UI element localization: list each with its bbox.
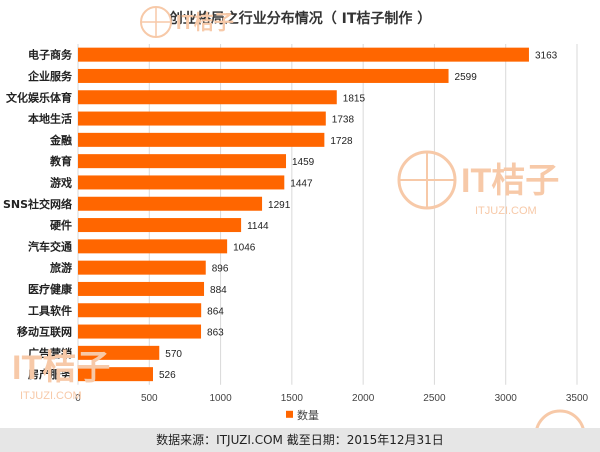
data-label: 3163	[535, 51, 558, 62]
bar	[78, 196, 263, 211]
data-label: 570	[165, 349, 182, 360]
bar	[78, 324, 202, 339]
bar	[78, 239, 228, 254]
data-label: 526	[159, 370, 176, 381]
category-label: 游戏	[50, 175, 72, 189]
category-label: 文化娱乐体育	[6, 90, 72, 104]
category-label: 汽车交通	[28, 239, 72, 253]
x-tick-label: 3000	[495, 393, 518, 404]
bar-chart: 0 500 1000 1500 2000 2500 3000 3500 电子商务 3163 企业服务…	[3, 44, 589, 422]
bar	[78, 281, 205, 296]
bar	[78, 132, 325, 147]
data-label: 1728	[330, 136, 353, 147]
category-label: 移动互联网	[17, 325, 72, 339]
category-label: 房产服务	[28, 367, 73, 381]
data-label: 1291	[268, 200, 291, 211]
data-label: 863	[207, 328, 224, 339]
x-tick-label: 2500	[423, 393, 446, 404]
category-label: 工具软件	[28, 303, 72, 317]
category-label: 教育	[49, 154, 72, 168]
category-label: 医疗健康	[28, 282, 73, 296]
bar	[78, 367, 153, 382]
bar	[78, 303, 202, 318]
bar	[78, 175, 285, 190]
bar	[78, 111, 326, 126]
data-label: 1046	[233, 242, 256, 253]
bar	[78, 345, 160, 360]
category-label: 金融	[49, 133, 72, 147]
category-label: 企业服务	[27, 69, 73, 83]
category-label: 电子商务	[28, 48, 73, 62]
bar	[78, 260, 206, 275]
data-label: 2599	[455, 72, 478, 83]
bar	[78, 218, 242, 233]
category-label: 广告营销	[28, 346, 72, 360]
x-tick-label: 3500	[566, 393, 589, 404]
data-label: 1144	[247, 221, 269, 232]
category-label: 旅游	[50, 261, 72, 275]
category-label: 硬件	[50, 218, 72, 232]
data-label: 896	[212, 264, 229, 275]
category-label: SNS社交网络	[3, 197, 72, 211]
bar	[78, 90, 337, 105]
data-label: 1738	[332, 115, 355, 126]
x-tick-label: 2000	[352, 393, 375, 404]
bar	[78, 154, 287, 169]
data-label: 1447	[290, 178, 313, 189]
data-label: 1815	[343, 93, 366, 104]
x-tick-label: 1000	[209, 393, 232, 404]
data-label: 1459	[292, 157, 315, 168]
chart-title: 创业格局之行业分布情况（ IT桔子制作 ）	[168, 11, 432, 27]
x-tick-label: 0	[75, 393, 81, 404]
bar	[78, 68, 449, 83]
x-tick-label: 500	[141, 393, 158, 404]
footer-source: 数据来源：ITJUZI.COM 截至日期：2015年12月31日	[0, 428, 600, 452]
legend-swatch	[286, 410, 293, 418]
x-tick-label: 1500	[281, 393, 304, 404]
category-label: 本地生活	[28, 112, 72, 126]
data-label: 864	[207, 306, 224, 317]
data-label: 884	[210, 285, 227, 296]
bar	[78, 47, 529, 62]
legend-label: 数量	[297, 409, 319, 422]
